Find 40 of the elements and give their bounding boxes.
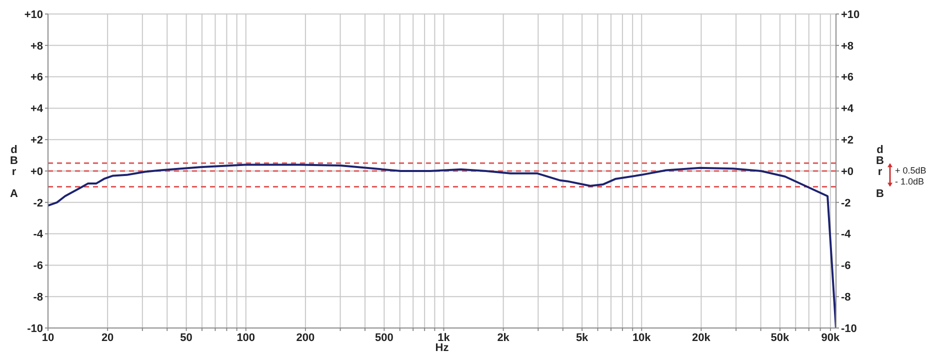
y2-tick-label: -8	[841, 292, 851, 304]
x-tick-label: 200	[296, 332, 315, 344]
y2-tick-label: -6	[841, 260, 851, 272]
x-tick-label: 5k	[576, 332, 590, 344]
x-tick-label: 500	[375, 332, 394, 344]
y2-tick-label: +2	[841, 134, 854, 147]
x-tick-label: 10k	[632, 332, 652, 344]
x-tick-label: 50	[180, 332, 192, 344]
y2-tick-label: +0	[841, 166, 854, 178]
y-tick-label: -6	[33, 260, 43, 272]
y2-tick-label: +10	[841, 8, 860, 21]
x-tick-label: 90k	[821, 332, 841, 344]
y-tick-label: +8	[30, 40, 43, 52]
y-tick-label: -2	[33, 197, 43, 210]
y2-tick-label: -4	[841, 228, 852, 241]
y2-tick-label: -2	[841, 197, 851, 210]
x-axis-title: Hz	[435, 342, 450, 354]
y-tick-label: +6	[30, 72, 43, 84]
x-tick-label: 1k	[438, 332, 451, 344]
x-tick-label: 2k	[497, 332, 510, 344]
y-axis-title: dBr A	[10, 144, 18, 200]
y-tick-label: -10	[27, 322, 43, 335]
y-tick-label: +2	[30, 134, 43, 147]
text: + 0.5dB	[895, 165, 926, 176]
y2-tick-label: +4	[841, 103, 854, 116]
y2-tick-label: +8	[841, 40, 854, 52]
y-tick-label: +4	[30, 103, 44, 116]
x-tick-label: 50k	[770, 332, 790, 344]
x-tick-label: 100	[236, 332, 256, 344]
y2-axis-title: dBr B	[876, 144, 884, 200]
y-tick-label: -8	[33, 292, 43, 304]
y2-tick-label: -10	[841, 322, 857, 335]
x-tick-label: 20	[101, 332, 114, 344]
text: - 1.0dB	[895, 176, 924, 186]
x-tick-label: 10	[42, 332, 54, 344]
x-tick-label: 20k	[692, 332, 712, 344]
y-tick-label: +10	[24, 8, 43, 21]
y-tick-label: +0	[30, 166, 43, 178]
y2-tick-label: +6	[841, 72, 854, 84]
y-tick-label: -4	[33, 228, 44, 241]
